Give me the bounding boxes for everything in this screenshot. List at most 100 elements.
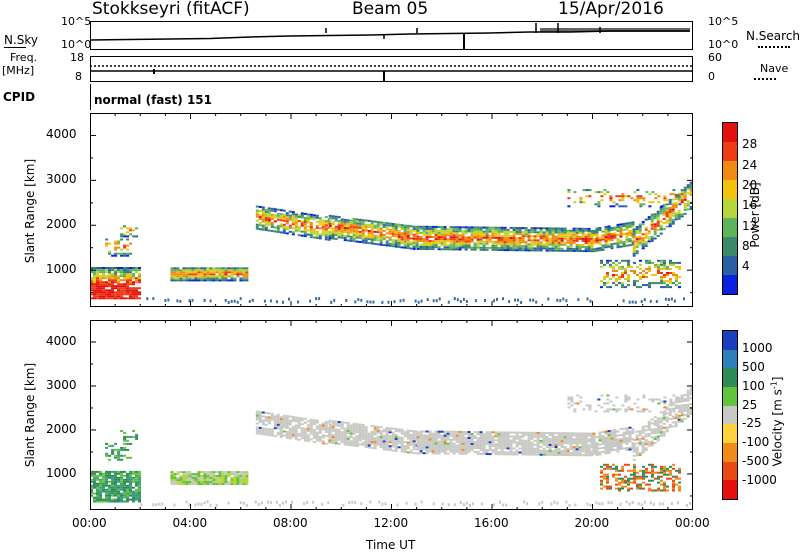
velocity-cell [437,442,441,445]
velocity-cell [400,436,404,439]
power-cell [440,232,444,235]
power-cell [678,282,681,285]
velocity-cell [584,442,588,445]
power-cell [440,242,444,245]
power-cell [645,284,648,287]
power-cell [632,236,636,239]
power-cell [665,209,669,212]
velocity-cell [666,485,669,488]
velocity-cell [497,453,501,456]
velocity-cell [419,440,423,443]
power-cell [343,231,347,233]
velocity-cell [665,420,669,423]
power-cell [563,249,567,252]
power-cell [631,221,635,224]
power-cell [479,226,483,229]
velocity-cell [349,426,353,429]
power-cell [666,265,669,268]
velocity-cell [669,473,672,476]
velocity-cell [239,475,243,477]
velocity-cell [493,503,495,507]
velocity-cell [315,425,319,428]
velocity-cell [598,451,602,454]
power-cell [636,199,640,202]
power-cell [458,238,462,241]
power-cell [120,283,123,286]
velocity-cell [482,453,486,455]
velocity-cell [661,502,664,506]
velocity-cell [434,434,438,437]
power-cell [185,273,189,276]
velocity-cell [294,418,298,421]
power-cell [615,280,618,283]
velocity-cell [370,440,374,443]
power-cell [648,286,651,289]
velocity-cell [93,484,96,487]
power-cell [479,230,483,233]
power-cell [282,223,286,226]
velocity-cell [566,436,570,439]
power-cell [566,245,570,248]
power-cell [108,285,111,288]
velocity-cell [467,440,471,443]
velocity-cell [569,444,573,447]
velocity-cell [458,450,462,453]
velocity-cell [584,440,588,443]
velocity-cell [644,425,648,428]
power-cell [191,271,195,274]
velocity-cell [658,502,661,506]
velocity-cell [224,475,228,477]
power-cell [647,236,651,239]
power-cell [627,265,630,268]
velocity-cell [601,441,605,443]
velocity-cell [467,444,471,447]
velocity-cell [358,435,362,438]
velocity-cell [114,476,117,479]
velocity-cell [616,446,620,449]
velocity-cell [606,477,609,480]
power-cell [563,233,567,236]
velocity-cell [663,396,667,399]
velocity-cell [367,444,371,447]
power-cell [621,259,624,262]
velocity-cell [416,434,420,437]
power-cell [185,275,189,278]
velocity-cell [642,408,646,411]
power-cell [567,205,571,208]
power-cell [548,241,552,244]
power-cell [360,298,363,302]
power-cell [551,227,555,230]
power-cell [686,184,690,187]
power-cell [96,279,99,282]
velocity-cell [388,447,392,450]
velocity-cell [309,428,313,431]
velocity-cell [542,443,546,446]
velocity-cell [324,428,328,431]
power-colorbar-swatch [723,217,737,237]
power-cell [96,277,99,280]
velocity-cell [500,453,504,456]
velocity-cell [557,438,561,441]
velocity-cell [382,440,386,443]
power-cell [425,248,429,251]
power-cell [678,203,682,206]
power-cell [185,279,189,282]
power-cell [419,243,423,246]
power-cell [668,217,672,220]
velocity-cell [188,473,192,476]
velocity-cell [545,453,549,456]
power-cell [129,267,132,269]
velocity-cell [642,473,645,476]
power-cell [536,227,540,230]
velocity-cell [678,471,681,474]
power-colorbar-swatch [723,236,737,256]
velocity-cell [604,430,608,433]
power-cell [446,234,450,237]
velocity-cell [473,443,477,445]
power-cell [357,298,360,302]
power-cell [129,289,132,292]
velocity-cell [526,502,529,506]
velocity-cell [592,444,596,447]
power-cell [636,201,640,204]
power-cell [488,234,492,237]
